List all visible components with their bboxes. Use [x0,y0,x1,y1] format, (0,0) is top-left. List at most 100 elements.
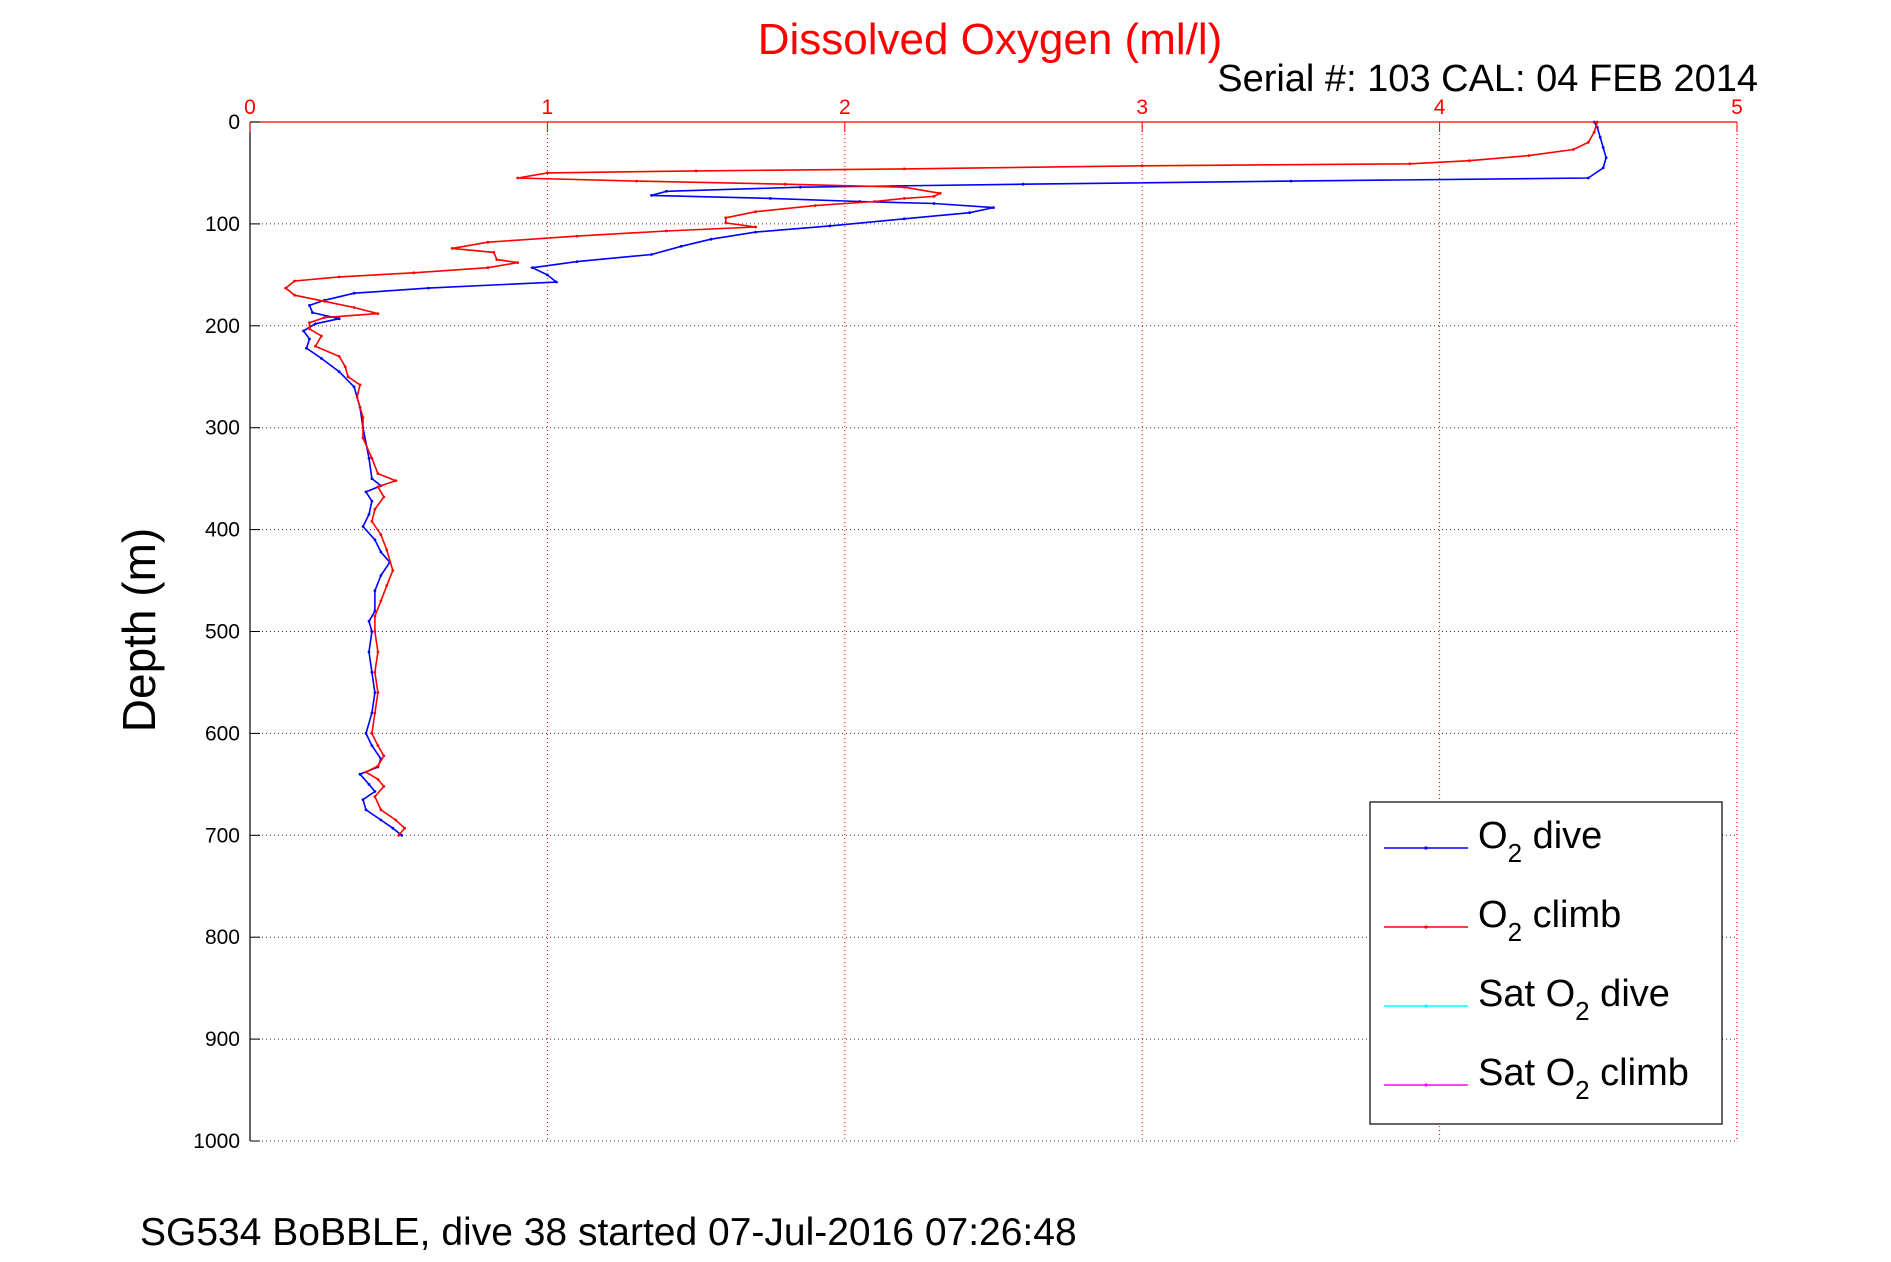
data-point-climb [385,548,389,552]
data-point-climb [783,182,787,186]
data-point-climb [323,299,326,303]
data-point-dive [308,337,311,341]
axes: 0 1 2 3 4 5 0 100 200 300 400 500 600 700 800 900 1000 [193,96,1743,1153]
legend-label: O2 climb [1478,894,1621,947]
data-point-climb [361,416,365,419]
data-point-climb [754,210,757,214]
data-point-dive [575,260,579,263]
data-point-climb [1592,130,1596,134]
data-point-dive [798,185,802,189]
data-point-climb [397,833,401,837]
legend-label: O2 dive [1478,815,1602,868]
data-point-dive [968,211,972,215]
data-point-climb [635,179,638,183]
legend-label: Sat O2 climb [1478,1052,1689,1105]
series-group [284,120,1608,837]
data-point-climb [1467,159,1471,163]
data-point-climb [694,169,698,173]
data-point-climb [724,216,728,220]
x-tick-label: 1 [542,96,554,119]
data-point-climb [382,785,386,788]
data-point-dive [367,619,371,623]
data-point-dive [754,230,757,234]
data-point-climb [394,479,398,483]
legend-box [1369,801,1723,1125]
chart-subtitle: Serial #: 103 CAL: 04 FEB 2014 [1217,58,1758,100]
data-point-dive [373,790,377,793]
data-point-climb [382,495,386,499]
data-point-dive [370,630,374,633]
x-tick-label: 4 [1434,96,1446,119]
data-point-dive [379,574,383,577]
data-point-climb [373,670,377,674]
data-point-climb [665,229,668,233]
legend-swatch-marker [1424,1004,1428,1008]
y-tick-label: 300 [205,417,240,440]
data-point-dive [531,266,534,270]
data-point-dive [379,550,383,554]
data-point-dive [358,772,362,776]
data-point-dive [308,304,311,307]
data-point-climb [450,247,454,250]
data-point-dive [370,744,374,747]
data-point-climb [337,355,341,358]
data-point-dive [370,711,374,715]
data-point-climb [516,176,520,180]
data-point-climb [373,630,377,633]
data-point-dive [650,253,653,256]
data-point-climb [575,234,579,238]
data-point-climb [323,316,326,319]
x-tick-label: 0 [244,96,256,119]
data-point-dive [370,670,374,674]
data-point-climb [320,334,323,338]
data-point-climb [376,312,380,315]
data-point-climb [486,266,490,270]
data-point-climb [902,197,906,200]
data-point-climb [1140,164,1144,168]
data-point-dive [305,346,308,350]
data-point-climb [516,261,520,264]
data-point-climb [337,275,341,279]
data-point-dive [679,244,683,248]
data-point-climb [361,436,365,440]
data-point-climb [373,711,377,715]
data-point-dive [320,357,323,360]
data-point-dive [828,224,832,228]
data-point-climb [370,732,374,735]
data-point-dive [337,317,341,321]
data-point-dive [352,385,356,389]
data-point-dive [769,197,772,200]
y-tick-label: 100 [205,213,240,236]
data-point-climb [379,808,383,812]
data-point-dive [370,499,374,503]
data-point-dive [1021,182,1025,186]
data-point-climb [346,375,350,379]
series-line-dive [302,121,1607,836]
data-point-climb [376,472,380,475]
data-point-dive [373,589,377,593]
data-point-climb [379,533,383,537]
data-point-dive [992,206,995,210]
data-point-dive [361,798,365,801]
data-point-climb [373,795,377,798]
labels: Dissolved Oxygen (ml/l) Serial #: 103 CA… [113,15,1758,1254]
data-point-climb [813,204,817,208]
y-tick-label: 700 [205,824,240,847]
data-point-dive [373,609,377,613]
data-point-dive [337,370,341,374]
data-point-dive [932,202,936,205]
data-point-climb [293,279,296,283]
data-point-climb [495,258,499,261]
data-point-dive [367,783,371,786]
data-point-climb [373,614,377,618]
data-point-climb [1572,148,1575,151]
data-point-climb [1586,141,1590,144]
data-point-climb [314,344,317,348]
data-point-dive [1598,135,1602,139]
legend-swatch-marker [1424,925,1428,929]
data-point-dive [367,456,371,460]
data-point-climb [370,520,374,523]
data-point-climb [308,321,311,325]
data-point-climb [1408,162,1412,166]
data-point-climb [364,770,368,774]
